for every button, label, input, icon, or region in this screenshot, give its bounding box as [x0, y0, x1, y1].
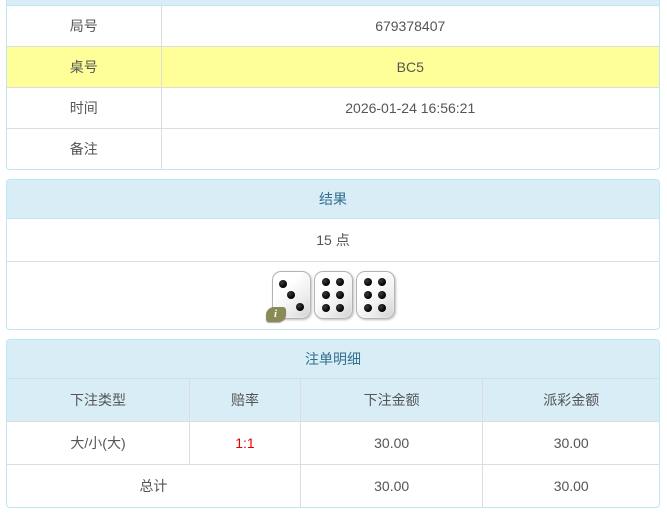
result-panel: 结果 15 点 i — [6, 179, 660, 330]
die-pip — [321, 303, 330, 312]
remark-label: 备注 — [7, 128, 162, 169]
die-6-icon — [313, 271, 353, 319]
table-id-value: BC5 — [161, 46, 659, 88]
round-id-label: 局号 — [7, 6, 162, 47]
die-6-icon — [355, 271, 395, 319]
bet-details-title: 注单明细 — [7, 340, 659, 379]
die-pip — [378, 303, 387, 312]
round-id-value: 679378407 — [375, 18, 446, 34]
table-row: 备注 — [7, 128, 659, 169]
die-pip — [321, 291, 330, 299]
bet-amount-value: 30.00 — [299, 421, 483, 465]
bets-header-row: 下注类型 赔率 下注金额 派彩金额 — [7, 379, 659, 422]
game-info-table: 局号 679378407 桌号 BC5 时间 2026-01-24 16:56:… — [7, 6, 659, 169]
col-odds: 赔率 — [189, 379, 301, 422]
table-row: 桌号 BC5 — [7, 46, 659, 88]
info-icon[interactable]: i — [265, 307, 286, 322]
time-label: 时间 — [7, 87, 162, 129]
total-label: 总计 — [7, 464, 301, 507]
die-pip — [363, 291, 372, 299]
table-row: 局号 679378407 — [7, 6, 659, 47]
bet-details-table: 下注类型 赔率 下注金额 派彩金额 大/小(大) 1:1 30.00 30.00… — [7, 379, 659, 507]
bet-odds-value: 1:1 — [189, 421, 301, 465]
game-info-panel-header — [7, 0, 659, 6]
bet-row: 大/小(大) 1:1 30.00 30.00 — [7, 421, 659, 465]
result-points: 15 点 — [7, 219, 659, 262]
col-bet-type: 下注类型 — [7, 379, 190, 422]
table-id-label: 桌号 — [7, 46, 162, 88]
die-3-icon: i — [265, 271, 311, 322]
dice-row: i — [7, 262, 659, 329]
col-payout-amount: 派彩金额 — [482, 379, 659, 422]
time-value: 2026-01-24 16:56:21 — [161, 87, 659, 129]
total-row: 总计 30.00 30.00 — [7, 464, 659, 507]
result-panel-title: 结果 — [7, 180, 659, 219]
die-pip — [363, 278, 372, 287]
die-pip — [363, 303, 372, 312]
die-pip — [287, 291, 296, 299]
game-info-panel: 局号 679378407 桌号 BC5 时间 2026-01-24 16:56:… — [6, 0, 660, 170]
die-pip — [336, 291, 345, 299]
die-pip — [321, 278, 330, 287]
total-bet-value: 30.00 — [299, 464, 483, 507]
table-row: 时间 2026-01-24 16:56:21 — [7, 87, 659, 129]
die-pip — [378, 291, 387, 299]
die-pip — [378, 278, 387, 287]
total-payout-value: 30.00 — [482, 464, 659, 507]
col-bet-amount: 下注金额 — [299, 379, 483, 422]
die-pip — [295, 302, 304, 311]
remark-value — [161, 128, 659, 169]
bet-type-value: 大/小(大) — [7, 421, 190, 465]
bet-payout-value: 30.00 — [482, 421, 659, 465]
die-pip — [279, 279, 288, 288]
bet-details-panel: 注单明细 下注类型 赔率 下注金额 派彩金额 大/小(大) 1:1 30.00 … — [6, 339, 660, 508]
die-pip — [336, 303, 345, 312]
die-pip — [336, 278, 345, 287]
